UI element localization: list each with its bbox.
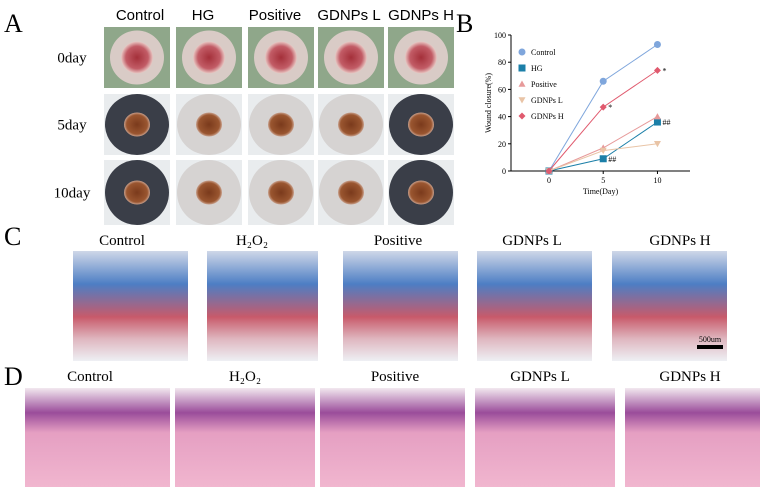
x-axis-label: Time(Day) [583,187,619,196]
column-header: GDNPs H [649,233,710,249]
wound [408,180,434,205]
column-header: GDNPs H [659,369,720,385]
panel-label: A [4,9,23,38]
wound [338,112,364,137]
y-tick-label: 0 [502,167,506,176]
x-tick-label: 5 [601,176,605,185]
y-tick-label: 100 [494,31,506,40]
histology-image [612,251,727,361]
column-header: Positive [249,7,302,24]
legend-marker [518,80,526,87]
column-header: GDNPs H [388,7,454,24]
column-header: Control [99,233,145,249]
histology-image [477,251,592,361]
x-tick-label: 10 [653,176,661,185]
legend-label: GDNPs H [531,112,564,121]
y-tick-label: 80 [498,58,506,67]
histology-image [73,251,188,361]
data-point [653,66,661,74]
wound [335,41,367,74]
data-point [653,118,661,126]
histology-image [343,251,458,361]
wound [268,112,294,137]
wound [196,180,222,205]
wound [196,112,222,137]
annotation: * [662,66,666,75]
legend-marker [518,112,526,120]
wound [193,41,225,74]
y-axis-label: Wound closure(%) [484,73,493,133]
data-point [599,77,607,85]
wound [265,41,297,74]
column-header: H₂O₂ [236,233,268,249]
legend-label: Positive [531,80,557,89]
legend-label: HG [531,64,543,73]
legend-label: Control [531,48,556,57]
data-point [599,155,607,163]
annotation: * [608,103,612,112]
wound [338,180,364,205]
panel-label: D [4,362,23,391]
column-header: GDNPs L [510,369,570,385]
panel-label: B [456,9,473,38]
wound [124,112,150,137]
legend-marker [518,97,526,104]
row-label: 0day [57,51,87,67]
data-point [653,113,661,120]
y-tick-label: 20 [498,140,506,149]
row-label: 10day [54,186,91,202]
wound [268,180,294,205]
column-header: Positive [371,369,420,385]
y-tick-label: 40 [498,113,506,122]
column-header: HG [192,7,215,24]
data-point [599,147,607,155]
data-point [653,141,661,148]
data-point [599,103,607,111]
scale-bar-label: 500um [699,335,722,344]
column-header: GDNPs L [502,233,562,249]
column-header: Control [116,7,164,24]
wound [408,112,434,137]
scale-bar [697,345,723,349]
annotation: ## [662,118,670,127]
column-header: H₂O₂ [229,369,261,385]
histology-image [207,251,318,361]
column-header: Positive [374,233,423,249]
histology-image [625,388,760,487]
x-tick-label: 0 [547,176,551,185]
wound [405,41,437,74]
data-point [653,41,661,49]
column-header: Control [67,369,113,385]
column-header: GDNPs L [317,7,380,24]
histology-image [25,388,170,487]
layout [25,27,760,487]
legend-label: GDNPs L [531,96,563,105]
wound [121,41,153,74]
histology-image [475,388,615,487]
data-point [545,167,553,175]
annotation: ## [608,155,616,164]
wound [124,180,150,205]
y-tick-label: 60 [498,85,506,94]
histology-image [320,388,465,487]
row-label: 5day [57,118,87,134]
legend-marker [518,48,526,56]
legend-marker [518,64,526,72]
panel-label: C [4,222,21,251]
histology-image [175,388,315,487]
